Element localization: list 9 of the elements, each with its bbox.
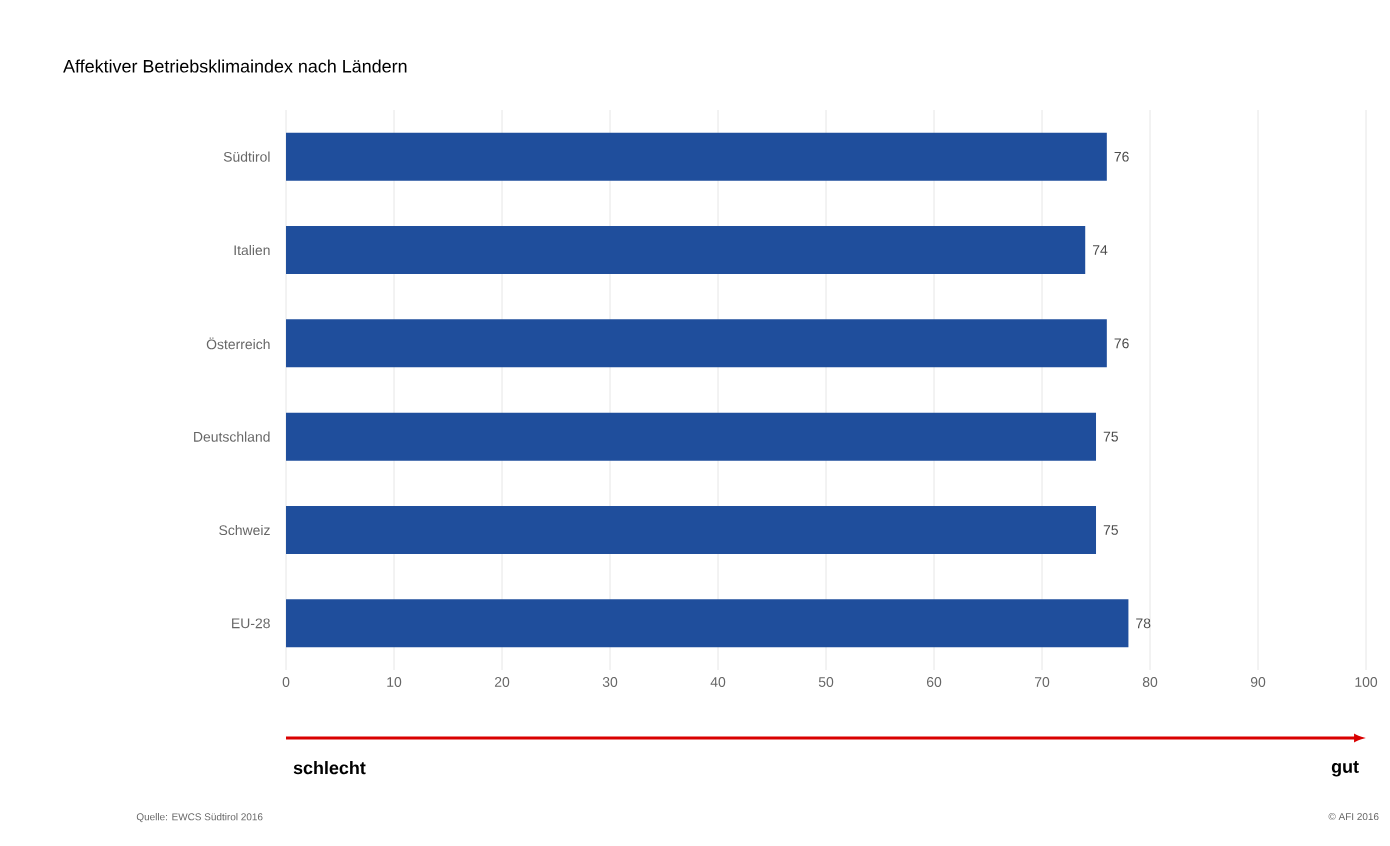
bar	[286, 226, 1086, 274]
text: gut	[1331, 761, 1359, 777]
bar	[286, 132, 1107, 181]
bar	[286, 506, 1097, 555]
bar	[286, 412, 1097, 461]
text: schlecht	[293, 761, 366, 775]
chart-title: Affektiver Betriebsklimaindex nach Ländern	[63, 59, 407, 73]
bar	[286, 319, 1107, 368]
bar	[286, 599, 1129, 648]
